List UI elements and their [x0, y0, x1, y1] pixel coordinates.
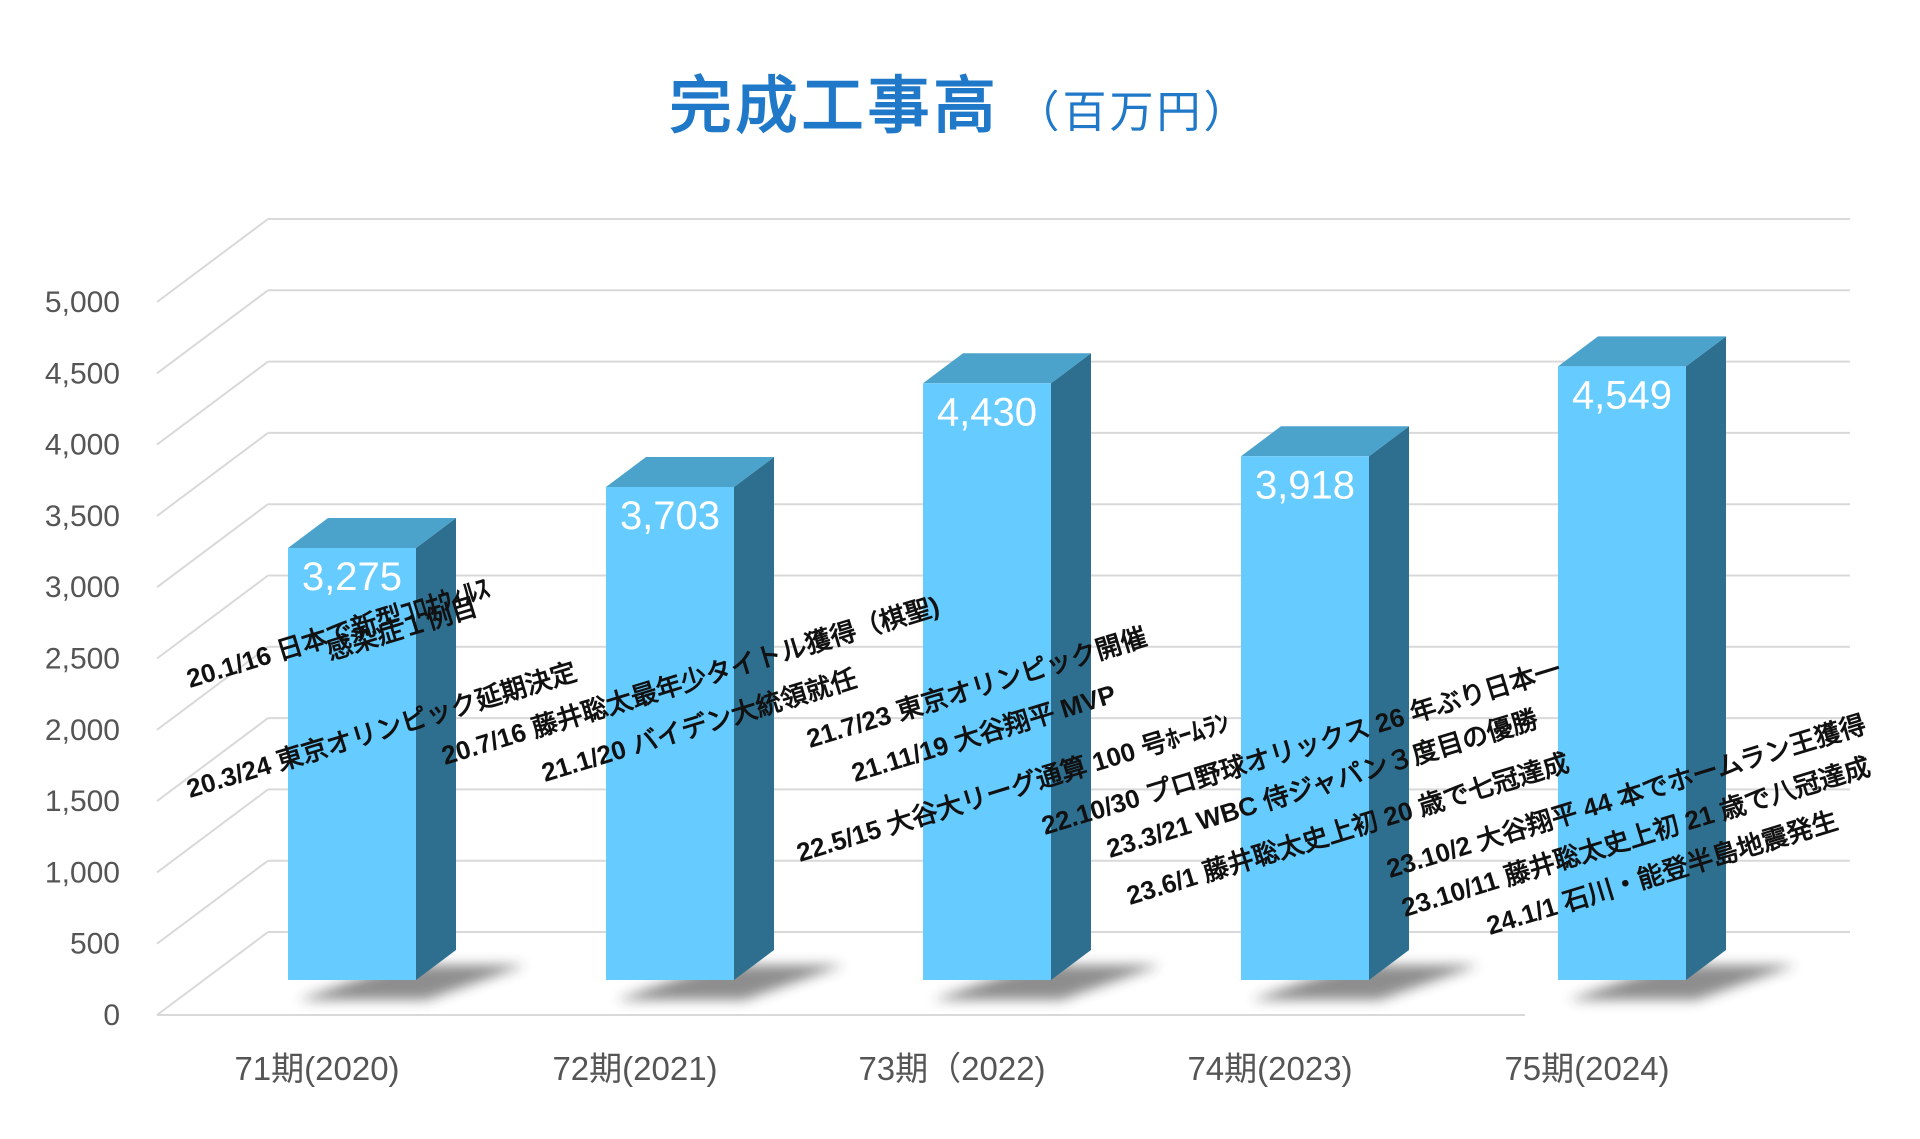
y-tick-label: 3,500 [45, 500, 120, 533]
y-tick-label: 5,000 [45, 286, 120, 319]
bar-side [416, 517, 456, 980]
gridline-diagonal [156, 503, 269, 589]
y-tick-label: 1,000 [45, 856, 120, 889]
chart-title-main: 完成工事高 [669, 69, 1000, 142]
bar-value-label: 4,430 [937, 390, 1037, 434]
bar-value-label: 4,549 [1572, 373, 1672, 417]
bar-shadow [1568, 965, 1796, 1000]
bar-shadow [298, 965, 526, 1000]
bar-shadow [616, 965, 844, 1000]
bar [606, 486, 734, 980]
bar-top [606, 456, 774, 487]
x-tick-label: 73期（2022) [858, 1050, 1045, 1087]
gridline-diagonal [156, 289, 269, 375]
x-tick-label: 71期(2020) [234, 1050, 399, 1087]
bar-value-label: 3,703 [620, 494, 720, 538]
bar-side [1051, 353, 1091, 981]
bar-shadow [1251, 965, 1479, 1000]
gridline-diagonal [156, 931, 269, 1016]
y-tick-label: 4,000 [45, 429, 120, 462]
bar-shadow [933, 965, 1161, 1000]
bar [288, 547, 416, 980]
bar-side [1369, 426, 1409, 980]
y-tick-label: 4,500 [45, 357, 120, 390]
y-tick-label: 500 [70, 928, 120, 961]
y-tick-label: 2,000 [45, 714, 120, 747]
bar-top [1558, 336, 1726, 367]
bar-side [734, 456, 774, 980]
chart-title-unit: （百万円） [1015, 87, 1251, 138]
y-tick-label: 1,500 [45, 785, 120, 818]
bar-value-label: 3,275 [302, 555, 402, 599]
y-tick-label: 0 [103, 999, 120, 1032]
y-tick-label: 2,500 [45, 643, 120, 676]
bar [923, 383, 1051, 981]
y-tick-label: 3,000 [45, 571, 120, 604]
gridline-diagonal [156, 432, 269, 517]
x-tick-label: 72期(2021) [552, 1050, 717, 1087]
gridline-diagonal [156, 788, 269, 874]
bar-top [288, 517, 456, 548]
gridline-diagonal [156, 218, 269, 303]
x-tick-label: 74期(2023) [1187, 1050, 1352, 1087]
bar [1241, 456, 1369, 980]
x-tick-label: 75期(2024) [1504, 1050, 1669, 1087]
bar-top [923, 353, 1091, 384]
bar-value-label: 3,918 [1255, 463, 1355, 507]
gridline-diagonal [156, 645, 269, 731]
gridline-diagonal [156, 717, 269, 802]
bar [1558, 366, 1686, 980]
chart-title: 完成工事高 （百万円） [0, 55, 1920, 145]
gridline-diagonal [156, 360, 269, 446]
bar-top [1241, 426, 1409, 457]
gridline-diagonal [156, 859, 269, 945]
gridline-diagonal [156, 574, 269, 660]
bar-side [1686, 336, 1726, 980]
